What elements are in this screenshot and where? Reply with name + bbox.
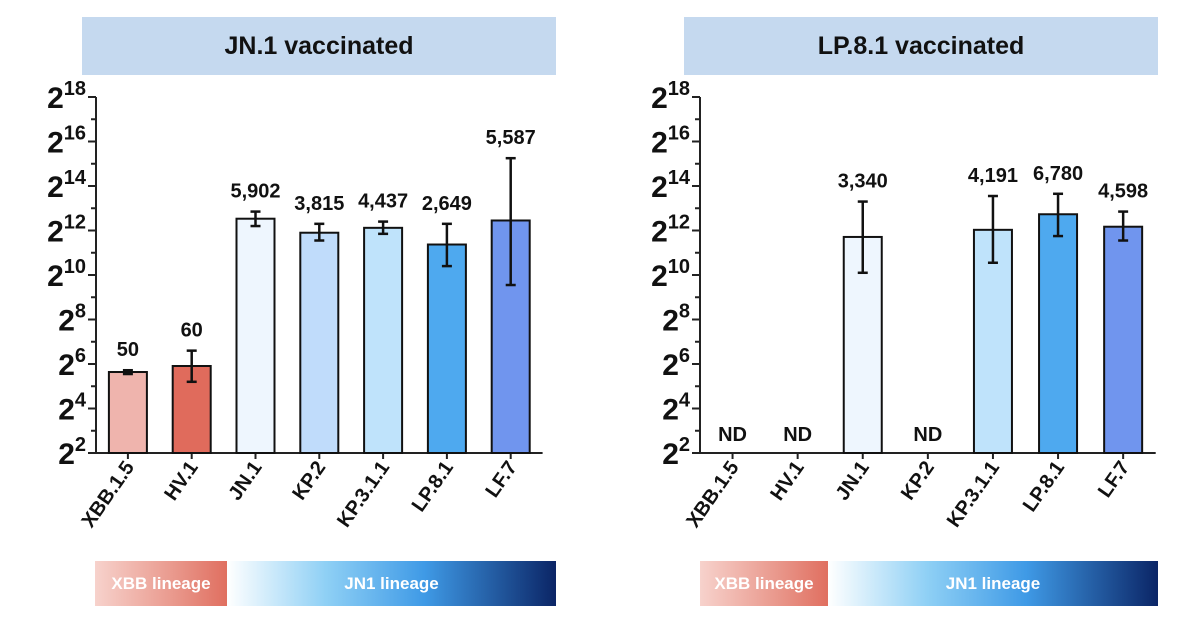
xbb-lineage-band: XBB lineage	[95, 561, 227, 606]
bar-xbb15	[107, 371, 148, 455]
x-tick-label: KP.3.1.1	[943, 457, 1004, 531]
y-tick-label: 22	[58, 434, 86, 471]
x-tick-label: LF.7	[1094, 457, 1134, 501]
y-tick-label: 28	[58, 301, 86, 338]
y-tick-label: 210	[47, 256, 86, 293]
data-label: 4,191	[968, 165, 1018, 187]
data-label: 3,815	[294, 193, 344, 215]
y-tick-label: 28	[662, 301, 690, 338]
data-label: 4,598	[1098, 181, 1148, 203]
data-label: 60	[181, 320, 203, 342]
y-tick-label: 218	[47, 78, 86, 115]
x-tick-label: LF.7	[481, 457, 521, 501]
x-tick-label: KP.2	[288, 457, 330, 504]
bar-kp2	[299, 231, 340, 454]
y-tick-label: 214	[47, 167, 87, 204]
data-label: 3,340	[838, 171, 888, 193]
jn1-lineage-band: JN1 lineage	[828, 561, 1158, 606]
x-tick-label: HV.1	[160, 457, 202, 505]
x-tick-label: JN.1	[832, 457, 874, 504]
y-tick-label: 22	[662, 434, 690, 471]
x-tick-label: KP.2	[897, 457, 939, 504]
y-tick-label: 214	[651, 167, 691, 204]
data-label: 2,649	[422, 193, 472, 215]
data-label: 6,780	[1033, 163, 1083, 185]
nd-label: ND	[718, 424, 747, 446]
chart-title: JN.1 vaccinated	[82, 17, 556, 75]
bar-chart-jn1: 22 24 26 28 210 212 214 216 218 50 XBB.1.5 60 HV.1 5,…	[47, 78, 543, 532]
data-label: 50	[117, 339, 139, 361]
x-tick-label: KP.3.1.1	[333, 457, 394, 531]
jn1-lineage-band: JN1 lineage	[227, 561, 556, 606]
bar-kp311	[363, 226, 404, 454]
x-tick-label: HV.1	[766, 457, 808, 505]
bar-lp81	[1038, 213, 1079, 454]
y-tick-label: 216	[47, 123, 86, 160]
bar-chart-lp81: 22 24 26 28 210 212 214 216 218 ND XBB.1.5 ND HV.1 3,…	[651, 78, 1156, 532]
y-tick-label: 24	[58, 390, 87, 427]
bar-lf7	[1103, 225, 1144, 454]
y-tick-label: 212	[651, 212, 690, 249]
y-tick-label: 216	[651, 123, 690, 160]
y-tick-label: 218	[651, 78, 690, 115]
bar-jn1	[235, 217, 276, 454]
y-tick-label: 210	[651, 256, 690, 293]
nd-label: ND	[783, 424, 812, 446]
x-tick-label: XBB.1.5	[78, 457, 139, 532]
x-tick-label: JN.1	[224, 457, 266, 504]
chart-panel-jn1: JN.1 vaccinated 22 24 26 28 210 212 214 216 218 5…	[47, 17, 556, 606]
chart-title: LP.8.1 vaccinated	[684, 17, 1158, 75]
x-tick-label: XBB.1.5	[682, 457, 743, 532]
nd-label: ND	[913, 424, 942, 446]
data-label: 5,587	[486, 127, 536, 149]
data-label: 5,902	[230, 181, 280, 203]
xbb-lineage-band: XBB lineage	[700, 561, 828, 606]
data-label: 4,437	[358, 191, 408, 213]
x-tick-label: LP.8.1	[1019, 457, 1069, 516]
x-tick-label: LP.8.1	[408, 457, 458, 516]
y-tick-label: 26	[58, 345, 86, 382]
y-tick-label: 26	[662, 345, 690, 382]
y-tick-label: 24	[662, 390, 691, 427]
bar-lp81	[426, 243, 467, 454]
y-tick-label: 212	[47, 212, 86, 249]
chart-panel-lp81: LP.8.1 vaccinated 22 24 26 28 210 212 214 216 21…	[600, 0, 1200, 630]
